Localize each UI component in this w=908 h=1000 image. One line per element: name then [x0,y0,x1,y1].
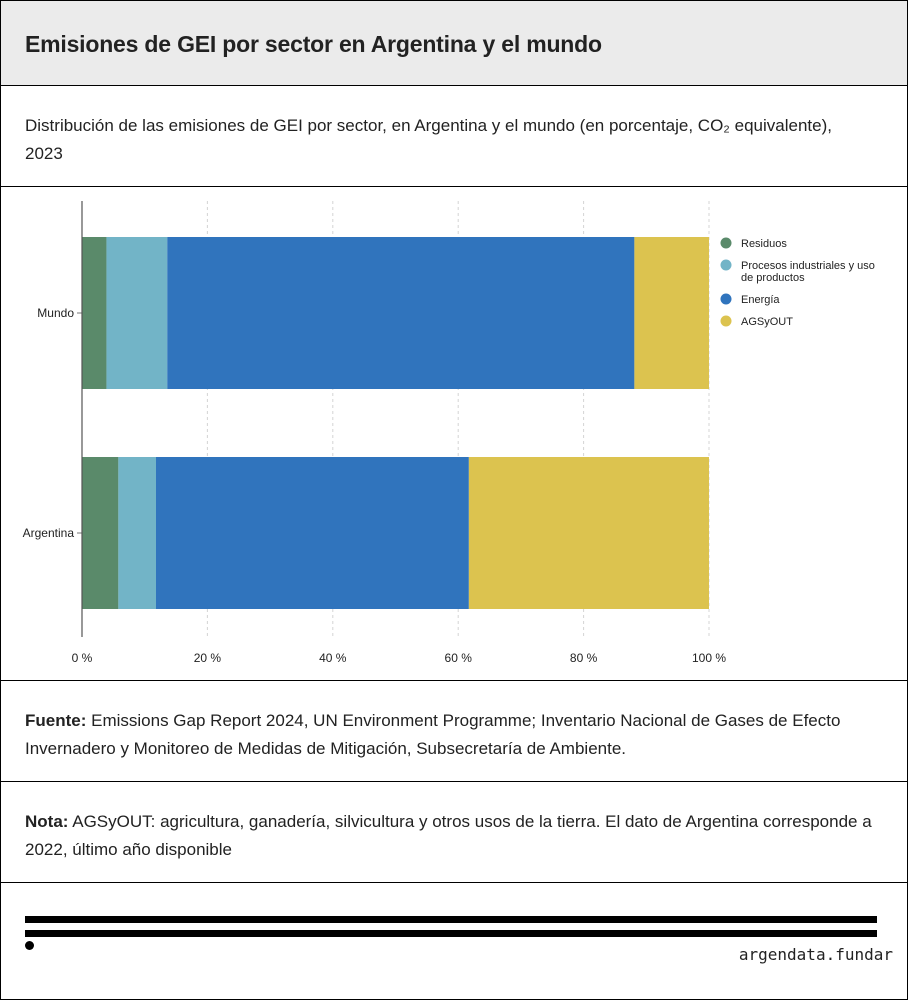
bar-segment [634,237,709,389]
source-text: Fuente: Emissions Gap Report 2024, UN En… [25,707,885,763]
x-tick-label: 60 % [445,651,473,665]
x-tick-label: 40 % [319,651,347,665]
subtitle-section: Distribución de las emisiones de GEI por… [1,86,907,187]
chart-subtitle: Distribución de las emisiones de GEI por… [25,116,832,163]
x-tick-label: 20 % [194,651,222,665]
note-body: AGSyOUT: agricultura, ganadería, silvicu… [25,812,872,859]
legend-swatch [720,259,732,271]
bar-segment [118,457,156,609]
legend-swatch [720,315,732,327]
note-section: Nota: AGSyOUT: agricultura, ganadería, s… [1,782,907,883]
footer-dot [25,941,34,950]
source-section: Fuente: Emissions Gap Report 2024, UN En… [1,681,907,782]
legend-label: Procesos industriales y uso [741,260,875,272]
source-body: Emissions Gap Report 2024, UN Environmen… [25,711,841,758]
legend-label: Energía [741,294,780,306]
bar-segment [468,457,709,609]
legend-label: AGSyOUT [741,316,793,328]
note-text: Nota: AGSyOUT: agricultura, ganadería, s… [25,808,885,864]
bar-segment [82,237,107,389]
footer: argendata.fundar [1,883,907,999]
legend-swatch [720,237,732,249]
stacked-bar-chart: Mundo Argentina 0 % 20 % 40 % 60 % 80 % 100 % Re… [23,201,875,665]
bar-segment [82,457,119,609]
header: Emisiones de GEI por sector en Argentina… [1,1,907,86]
y-tick-label: Argentina [23,526,75,540]
footer-rule-bottom [25,930,877,937]
chart-area: Mundo Argentina 0 % 20 % 40 % 60 % 80 % 100 % Re… [1,187,907,681]
legend-label: Residuos [741,238,787,250]
footer-rule-top [25,916,877,923]
bar-segment [167,237,635,389]
legend-swatch [720,293,732,305]
page-title: Emisiones de GEI por sector en Argentina… [25,31,602,57]
bar-segment [106,237,168,389]
x-tick-label: 100 % [692,651,726,665]
source-label: Fuente: [25,711,87,730]
x-tick-label: 0 % [72,651,93,665]
note-label: Nota: [25,812,69,831]
bar-segment [155,457,469,609]
brand-logo-text[interactable]: argendata.fundar [738,945,893,964]
legend-label: de productos [741,272,805,284]
y-tick-label: Mundo [37,306,74,320]
x-tick-label: 80 % [570,651,598,665]
